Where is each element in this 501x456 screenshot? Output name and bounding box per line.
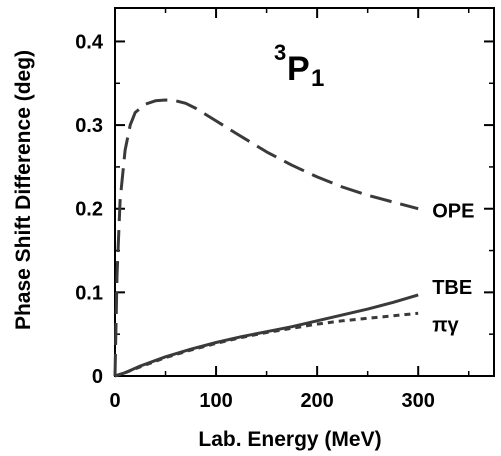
series-line-0 — [113, 98, 419, 377]
x-tick-label: 200 — [300, 390, 333, 412]
series-label-0: OPE — [432, 201, 474, 223]
y-tick-label: 0.4 — [75, 31, 104, 53]
chart-title: 3 P 1 — [274, 40, 324, 92]
chart-title-subscript: 1 — [311, 65, 324, 92]
series-line-2 — [114, 311, 419, 378]
x-tick-label: 300 — [402, 390, 435, 412]
axis-ticks: 0 100 200 300 0 0.1 0.2 0.3 0.4 — [75, 8, 494, 412]
series-label-2: πγ — [432, 314, 459, 336]
y-tick-label: 0 — [92, 366, 103, 388]
plot-frame — [114, 7, 495, 377]
x-tick-label: 0 — [109, 390, 120, 412]
series-label-1: TBE — [432, 277, 472, 299]
series-labels: OPE TBE πγ — [432, 201, 474, 337]
series-line-1 — [114, 293, 419, 378]
y-tick-label: 0.2 — [75, 199, 103, 221]
y-axis-title: Phase Shift Difference (deg) — [12, 50, 35, 330]
chart-title-superscript: 3 — [274, 40, 286, 65]
y-tick-label: 0.1 — [75, 282, 103, 304]
plot-border — [114, 7, 495, 377]
chart-title-main: P — [287, 50, 310, 88]
x-axis-title: Lab. Energy (MeV) — [198, 428, 381, 451]
y-tick-label: 0.3 — [75, 115, 103, 137]
series-lines — [113, 98, 419, 378]
x-tick-label: 100 — [199, 390, 232, 412]
